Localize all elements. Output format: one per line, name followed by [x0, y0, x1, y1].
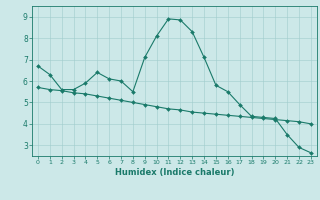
X-axis label: Humidex (Indice chaleur): Humidex (Indice chaleur) — [115, 168, 234, 177]
